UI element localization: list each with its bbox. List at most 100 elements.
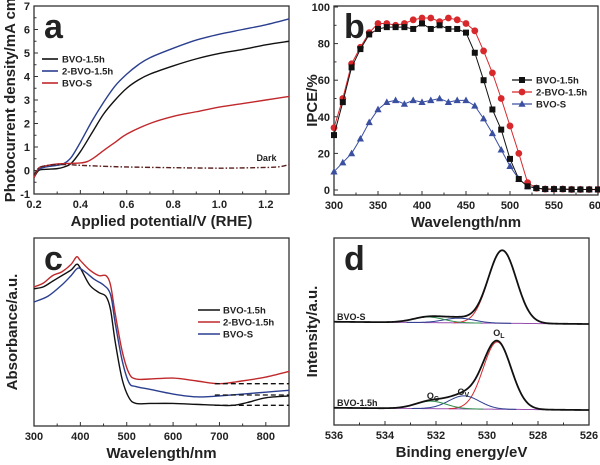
data-point — [427, 96, 435, 104]
data-point — [427, 14, 435, 22]
data-point — [419, 20, 425, 27]
fit-component-o-v-bvo-s — [406, 317, 512, 324]
data-point — [348, 64, 355, 71]
x-axis-title: Applied potential/V (RHE) — [71, 213, 253, 230]
annotation-dark: Dark — [256, 153, 277, 163]
data-point — [331, 132, 337, 139]
series-line-2-bvo-1-5h — [33, 256, 290, 385]
x-tick-label: 1.2 — [258, 199, 273, 211]
peak-label-subscript: L — [500, 333, 505, 340]
x-tick-label: 400 — [413, 200, 431, 212]
data-point — [471, 49, 478, 56]
y-tick-label: 0 — [324, 185, 330, 197]
panel-letter: a — [44, 8, 64, 46]
data-point — [444, 98, 452, 105]
data-point — [595, 186, 600, 193]
data-point — [392, 96, 400, 104]
x-tick-label: 500 — [501, 200, 519, 212]
data-point — [559, 186, 566, 193]
plot-frame — [33, 5, 290, 195]
legend-marker — [518, 100, 526, 107]
y-axis-title: Intensity/a.u. — [304, 286, 321, 378]
data-point — [551, 186, 557, 193]
data-point — [480, 77, 487, 84]
x-tick-label: 536 — [325, 430, 343, 442]
peak-label-subscript: C — [434, 396, 439, 403]
data-point — [400, 100, 408, 107]
legend-label: BVO-1.5h — [223, 306, 266, 317]
data-point — [374, 20, 382, 27]
x-tick-label: 450 — [457, 200, 475, 212]
panel-letter: b — [344, 8, 365, 46]
x-tick-label: 300 — [25, 431, 43, 443]
y-tick-label: 7 — [24, 1, 30, 13]
x-tick-label: 300 — [325, 200, 343, 212]
x-tick-label: 534 — [376, 430, 395, 442]
data-point — [401, 24, 408, 31]
data-point — [356, 134, 364, 142]
x-tick-label: 500 — [118, 431, 136, 443]
data-point — [427, 25, 434, 32]
data-point — [409, 96, 417, 104]
x-tick-label: 800 — [257, 431, 275, 443]
x-tick-label: 528 — [529, 430, 547, 442]
data-point — [365, 118, 373, 126]
data-point — [383, 98, 391, 105]
x-axis-title: Binding energy/eV — [396, 444, 528, 461]
fit-component-o-l-bvo-1-5h — [448, 341, 546, 410]
panel-c-absorbance-chart: 300 400 500 600 700 800 Wavelength/nm Absorbanc… — [4, 237, 290, 462]
data-point — [515, 150, 523, 157]
data-point — [471, 102, 479, 109]
data-point — [480, 47, 487, 55]
data-point — [436, 22, 443, 29]
data-point — [489, 69, 496, 77]
data-point — [375, 25, 381, 32]
data-point — [454, 25, 461, 32]
y-tick-label: 3 — [24, 95, 30, 107]
data-point — [436, 94, 444, 102]
data-point — [506, 122, 514, 130]
y-tick-label: 20 — [318, 148, 330, 160]
series-line-bvo-s — [33, 95, 290, 178]
data-point — [453, 16, 461, 24]
data-point — [330, 167, 338, 175]
data-point — [488, 129, 496, 137]
y-tick-label: 1 — [24, 142, 30, 154]
peak-label-subscript: V — [465, 392, 470, 399]
peak-label-o-l: OL — [493, 328, 505, 340]
data-point — [462, 96, 470, 104]
data-point — [453, 96, 461, 104]
y-tick-label: 60 — [318, 75, 330, 87]
x-tick-label: 526 — [580, 430, 598, 442]
legend-label: BVO-1.5h — [62, 55, 105, 66]
x-tick-label: 700 — [210, 431, 228, 443]
data-point — [506, 162, 514, 170]
fit-component-o-l-bvo-s — [453, 249, 551, 324]
legend-marker — [519, 77, 525, 83]
y-tick-label: 0 — [24, 166, 30, 178]
y-tick-label: 100 — [312, 2, 330, 14]
legend-label: BVO-S — [223, 330, 253, 341]
y-axis-title: Photocurrent density/mA cm-2 — [1, 0, 19, 202]
data-point — [462, 20, 470, 27]
data-point — [445, 14, 452, 22]
data-point — [515, 176, 522, 183]
data-point — [348, 149, 356, 157]
data-point — [480, 114, 488, 122]
data-point — [577, 186, 584, 193]
y-tick-label: 2 — [24, 119, 30, 131]
data-point — [507, 155, 513, 162]
x-axis-title: Wavelength/nm — [106, 445, 216, 462]
data-point — [374, 105, 382, 113]
data-point — [409, 16, 417, 24]
x-tick-label: 550 — [545, 200, 563, 212]
series-line-2-bvo-1-5h — [33, 18, 290, 176]
data-point — [418, 14, 426, 22]
data-point — [410, 25, 417, 32]
panel-letter: d — [344, 240, 365, 278]
x-tick-label: 532 — [427, 430, 445, 442]
x-axis-title: Wavelength/nm — [411, 214, 521, 231]
y-tick-label: 80 — [318, 39, 330, 51]
x-tick-label: 0.2 — [26, 199, 41, 211]
